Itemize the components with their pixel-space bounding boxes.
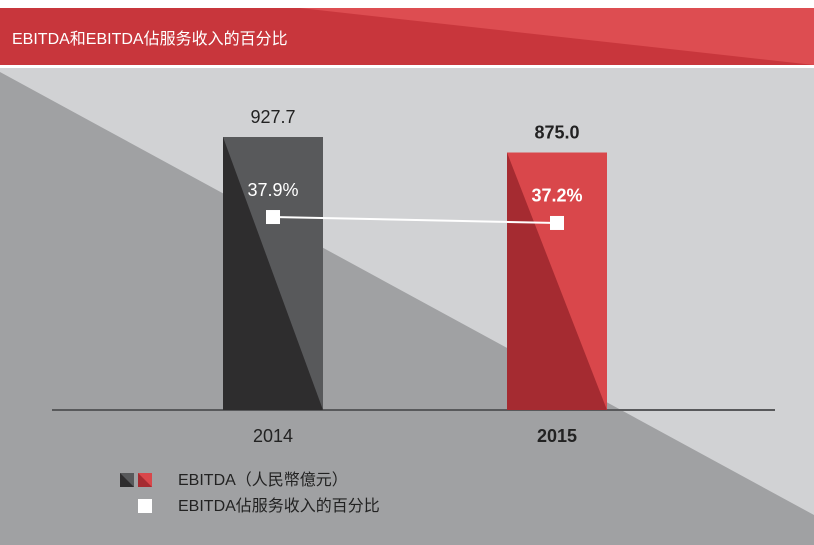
legend-swatch-shade [120, 473, 134, 487]
legend-swatch-shade [138, 473, 152, 487]
chart-title: EBITDA和EBITDA佔服务收入的百分比 [12, 30, 288, 48]
bar-shade [223, 137, 323, 410]
legend-label: EBITDA佔服务收入的百分比 [178, 497, 380, 515]
background-shade [0, 72, 814, 545]
line [272, 216, 558, 224]
bar-value-label: 927.7 [250, 107, 295, 127]
legend-label: EBITDA（人民幣億元） [178, 471, 348, 489]
line-marker [266, 210, 280, 225]
legend-swatch [138, 499, 152, 513]
line-value-label: 37.2% [531, 186, 582, 206]
header-shade [300, 8, 814, 65]
x-tick-label: 2014 [253, 426, 293, 446]
line-value-label: 37.9% [247, 180, 298, 200]
bar-shade [507, 152, 607, 410]
bar-value-label: 875.0 [534, 122, 579, 142]
x-tick-label: 2015 [537, 426, 577, 446]
line-marker [550, 215, 564, 230]
